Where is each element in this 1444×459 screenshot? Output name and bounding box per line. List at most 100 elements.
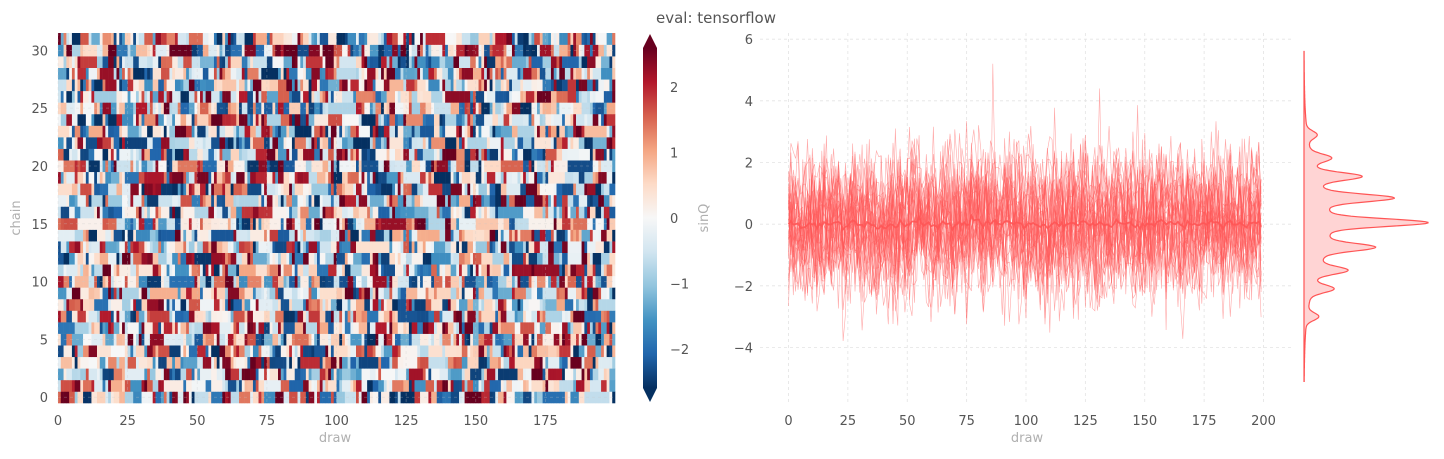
- heatmap-cell: [294, 287, 298, 300]
- heatmap-cell: [539, 368, 543, 381]
- heatmap-cell: [144, 125, 148, 138]
- heatmap-cell: [225, 391, 229, 404]
- heatmap-cell: [353, 148, 357, 161]
- heatmap-cell: [208, 322, 212, 334]
- heatmap-cell: [531, 241, 535, 253]
- heatmap-cell: [559, 125, 563, 138]
- heatmap-cell: [567, 148, 571, 161]
- heatmap-cell: [300, 287, 304, 300]
- heatmap-cell: [58, 218, 62, 230]
- heatmap-cell: [481, 183, 485, 196]
- heatmap-cell: [250, 287, 254, 300]
- heatmap-cell: [344, 206, 348, 219]
- heatmap-cell: [333, 160, 337, 173]
- heatmap-cell: [411, 264, 415, 277]
- heatmap-cell: [330, 241, 335, 253]
- heatmap-cell: [71, 333, 75, 346]
- heatmap-cell: [461, 194, 465, 207]
- heatmap-cell: [431, 206, 435, 219]
- heatmap-cell: [300, 356, 304, 369]
- heatmap-cell: [303, 241, 307, 253]
- heatmap-cell: [130, 310, 134, 323]
- heatmap-cell: [567, 229, 571, 242]
- heatmap-cell: [244, 345, 248, 358]
- heatmap-cell: [520, 206, 524, 219]
- heatmap-cell: [411, 218, 415, 230]
- heatmap-cell: [467, 322, 471, 334]
- heatmap-cell: [205, 241, 209, 253]
- heatmap-cell: [275, 160, 279, 173]
- heatmap-cell: [85, 264, 89, 277]
- heatmap-cell: [537, 160, 541, 173]
- heatmap-cell: [244, 206, 248, 219]
- heatmap-cell: [333, 148, 337, 161]
- heatmap-cell: [394, 113, 399, 126]
- heatmap-cell: [542, 275, 546, 288]
- heatmap-cell: [339, 183, 343, 196]
- heatmap-cell: [425, 298, 429, 311]
- heatmap-cell: [124, 160, 128, 173]
- heatmap-cell: [155, 229, 159, 242]
- heatmap-cell: [264, 287, 268, 300]
- heatmap-cell: [431, 148, 435, 161]
- heatmap-cell: [172, 137, 176, 149]
- heatmap-cell: [400, 333, 404, 346]
- heatmap-cell: [456, 218, 460, 230]
- heatmap-cell: [99, 137, 103, 149]
- heatmap-cell: [330, 171, 335, 184]
- heatmap-cell: [364, 160, 368, 173]
- heatmap-cell: [211, 148, 215, 161]
- heatmap-cell: [69, 183, 73, 196]
- heatmap-cell: [244, 322, 248, 334]
- heatmap-cell: [464, 322, 468, 334]
- heatmap-cell: [472, 183, 477, 196]
- heatmap-cell: [83, 229, 87, 242]
- heatmap-cell: [592, 287, 596, 300]
- heatmap-cell: [80, 229, 84, 242]
- heatmap-cell: [119, 160, 123, 173]
- heatmap-cell: [202, 206, 206, 219]
- heatmap-cell: [172, 241, 176, 253]
- heatmap-cell: [122, 356, 126, 369]
- heatmap-cell: [172, 379, 176, 392]
- heatmap-cell: [492, 148, 496, 161]
- heatmap-cell: [141, 229, 145, 242]
- heatmap-cell: [183, 310, 187, 323]
- heatmap-cell: [587, 264, 591, 277]
- heatmap-cell: [294, 252, 298, 265]
- heatmap-cell: [278, 125, 282, 138]
- heatmap-cell: [247, 379, 251, 392]
- heatmap-cell: [425, 322, 429, 334]
- heatmap-cell: [542, 183, 546, 196]
- heatmap-cell: [539, 218, 543, 230]
- heatmap-cell: [431, 379, 435, 392]
- heatmap-cell: [317, 241, 321, 253]
- heatmap-cell: [91, 183, 95, 196]
- heatmap-cell: [459, 218, 463, 230]
- heatmap-cell: [609, 264, 613, 277]
- heatmap-cell: [80, 368, 84, 381]
- heatmap-cell: [431, 125, 435, 138]
- heatmap-cell: [208, 379, 212, 392]
- heatmap-cell: [342, 194, 346, 207]
- heatmap-cell: [603, 298, 607, 311]
- heatmap-cell: [133, 287, 137, 300]
- heatmap-cell: [394, 275, 399, 288]
- heatmap-cell: [60, 368, 64, 381]
- heatmap-cell: [294, 206, 298, 219]
- heatmap-cell: [83, 160, 87, 173]
- heatmap-cell: [612, 379, 616, 392]
- heatmap-cell: [342, 310, 346, 323]
- heatmap-cell: [94, 298, 98, 311]
- heatmap-cell: [102, 229, 106, 242]
- heatmap-cell: [278, 345, 282, 358]
- heatmap-cell: [138, 206, 142, 219]
- heatmap-cell: [155, 148, 159, 161]
- heatmap-cell: [85, 206, 89, 219]
- heatmap-cell: [517, 264, 521, 277]
- heatmap-cell: [319, 229, 323, 242]
- heatmap-cell: [233, 206, 237, 219]
- heatmap-cell: [587, 322, 591, 334]
- heatmap-cell: [96, 275, 101, 288]
- heatmap-cell: [69, 333, 73, 346]
